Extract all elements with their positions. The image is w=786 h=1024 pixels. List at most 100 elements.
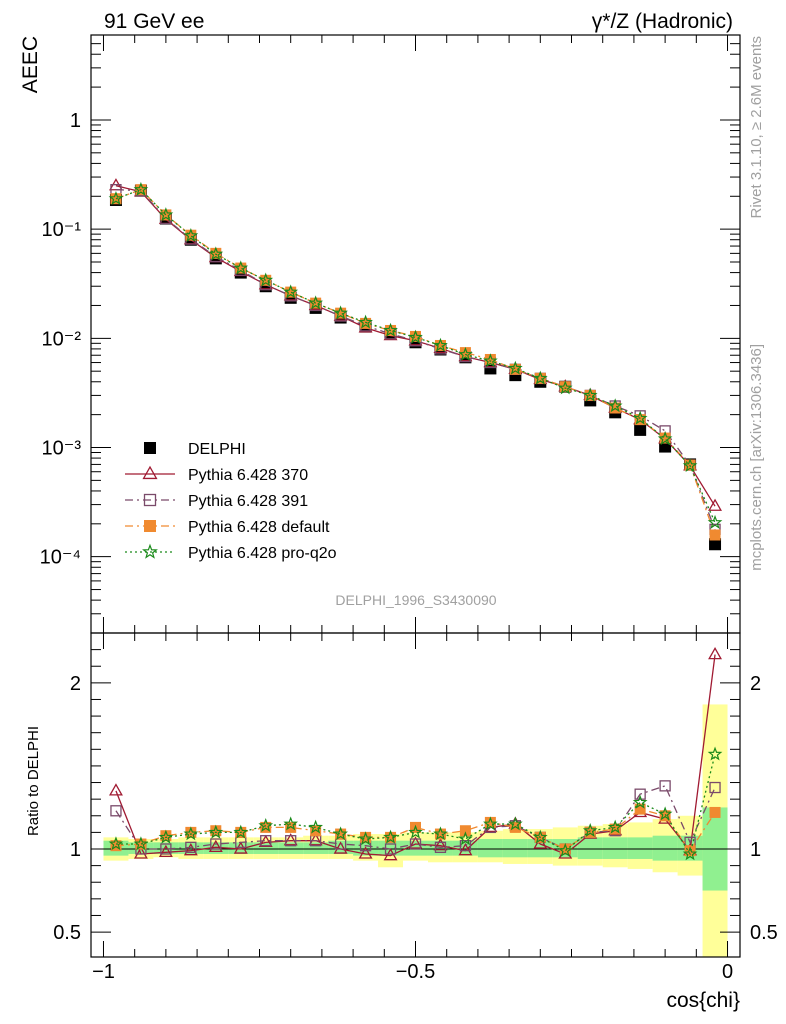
main-data-point <box>708 498 723 511</box>
ratio-ytick-label-left: 0.5 <box>53 922 81 944</box>
ratio-data-point <box>260 835 272 847</box>
main-data-point <box>158 207 174 222</box>
main-data-point <box>532 370 548 385</box>
ratio-data-point <box>110 805 122 817</box>
ratio-frame <box>90 632 741 958</box>
main-data-point <box>557 380 573 395</box>
legend: DELPHI Pythia 6.428 370 Pythia 6.428 391 Py… <box>125 441 337 562</box>
ratio-series-4 <box>108 746 723 861</box>
main-data-point <box>607 398 623 413</box>
ratio-data-point <box>333 841 348 854</box>
ratio-data-point <box>210 838 222 850</box>
ratio-data-point <box>283 816 299 831</box>
ratio-data-point <box>709 806 721 818</box>
legend-marker <box>143 493 157 507</box>
main-data-point <box>408 329 423 344</box>
ratio-data-point <box>384 843 397 855</box>
uncertainty-band-green <box>153 842 179 854</box>
ratio-data-point <box>507 816 523 831</box>
ratio-data-point <box>408 836 423 849</box>
uncertainty-band-green <box>477 839 503 858</box>
uncertainty-band-green <box>427 840 453 856</box>
legend-entry: Pythia 6.428 391 <box>125 493 308 510</box>
uncertainty-band-green <box>602 837 628 859</box>
main-data-point <box>632 410 648 425</box>
legend-label: Pythia 6.428 370 <box>188 467 308 484</box>
main-data-point <box>509 363 521 375</box>
mcplots-label: mcplots.cern.ch [arXiv:1306.3436] <box>748 344 765 571</box>
ratio-data-point <box>509 821 521 833</box>
uncertainty-band-green <box>303 842 329 854</box>
ratio-data-point <box>160 843 172 855</box>
ratio-data-point <box>409 838 422 850</box>
main-data-point <box>258 272 274 287</box>
main-data-point <box>483 353 498 368</box>
ratio-data-point <box>110 840 122 852</box>
x-tick-label: −1 <box>92 961 115 983</box>
main-ytick-label: 1 <box>70 110 81 132</box>
rivet-version-label: Rivet 3.1.10, ≥ 2.6M events <box>748 36 765 219</box>
ratio-data-point <box>208 824 224 839</box>
ratio-data-point <box>433 826 448 841</box>
uncertainty-band-green <box>278 842 304 854</box>
ratio-data-point <box>584 826 596 838</box>
main-data-point <box>183 228 199 243</box>
ratio-data-point <box>634 788 646 800</box>
legend-marker <box>144 520 156 532</box>
legend-entry: Pythia 6.428 pro-q2o <box>125 543 337 562</box>
ratio-data-point <box>582 822 598 837</box>
ratio-data-point <box>709 781 721 794</box>
main-ylabel: AEEC <box>19 36 42 93</box>
ratio-data-point <box>682 846 698 861</box>
ratio-data-point <box>333 826 348 841</box>
main-data-point <box>358 314 373 329</box>
ratio-panel: −1 −0.5 0 0.5 0.5 1 1 2 2 <box>53 632 778 983</box>
uncertainty-band-green <box>502 839 528 858</box>
ratio-data-point <box>183 843 198 856</box>
ratio-series-3 <box>110 803 721 857</box>
uncertainty-band-green <box>577 837 603 859</box>
ratio-data-point <box>158 829 174 844</box>
ratio-ytick-label-left: 1 <box>70 839 81 861</box>
legend-label: Pythia 6.428 391 <box>188 493 308 510</box>
ratio-data-point <box>458 831 473 846</box>
ratio-data-point <box>310 825 322 837</box>
main-data-point <box>108 190 124 205</box>
ratio-ytick-label-right: 0.5 <box>750 922 778 944</box>
ratio-data-point <box>483 816 498 831</box>
uncertainty-band-green <box>627 837 653 859</box>
x-tick-label: 0 <box>722 961 733 983</box>
uncertainty-band-green <box>228 842 254 854</box>
ratio-data-point <box>158 844 173 858</box>
ratio-data-point <box>459 825 471 837</box>
main-data-point <box>283 284 299 299</box>
main-data-point <box>682 458 698 473</box>
ratio-data-point <box>657 806 673 821</box>
ratio-data-point <box>108 836 124 851</box>
uncertainty-band-green <box>178 842 204 854</box>
main-ytick-label: 10⁻² <box>42 328 82 350</box>
main-data-point <box>208 246 224 261</box>
ratio-data-point <box>659 810 671 822</box>
main-data-point <box>657 431 673 446</box>
ratio-data-point <box>532 829 548 844</box>
ratio-data-point <box>358 846 373 859</box>
legend-label: Pythia 6.428 default <box>188 519 330 536</box>
ratio-data-point <box>285 821 297 833</box>
ratio-ytick-label-left: 2 <box>70 673 81 695</box>
ratio-data-point <box>285 835 297 847</box>
ratio-data-point <box>708 646 723 660</box>
main-data-point <box>308 295 324 310</box>
ratio-data-point <box>557 842 573 857</box>
main-data-point <box>707 514 723 529</box>
main-data-point <box>634 414 646 426</box>
main-data-point <box>458 346 473 361</box>
ratio-data-point <box>634 803 646 815</box>
legend-entry: Pythia 6.428 default <box>125 519 330 536</box>
uncertainty-band-green <box>652 835 678 861</box>
ratio-data-point <box>183 826 199 841</box>
ratio-data-point <box>684 845 696 857</box>
uncertainty-band-green <box>203 842 229 854</box>
main-series-5 <box>108 181 723 529</box>
